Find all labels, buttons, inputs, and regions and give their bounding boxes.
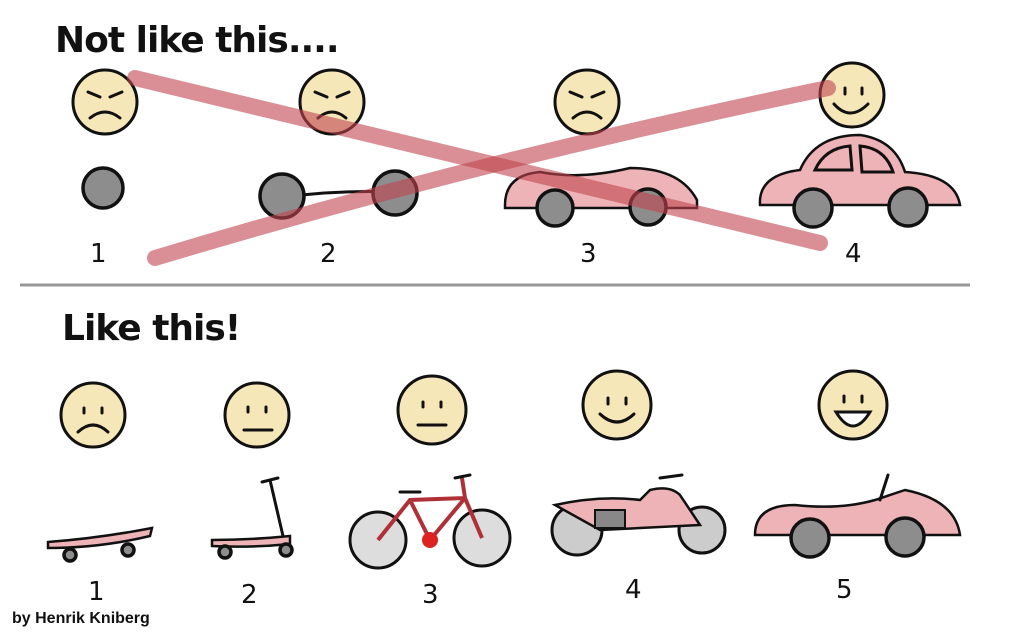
top-step-number: 2 — [320, 239, 337, 269]
author-credit: by Henrik Kniberg — [12, 610, 150, 627]
face-sad-1 — [59, 381, 127, 449]
bottom-step-number: 1 — [88, 577, 105, 607]
bicycle-object — [348, 473, 512, 570]
top-step-number: 3 — [580, 239, 597, 269]
face-big-smile-5 — [817, 369, 889, 441]
face-angry-1 — [71, 68, 139, 136]
motorcycle-object — [550, 473, 727, 557]
bottom-step-number: 3 — [422, 580, 439, 610]
bottom-step-number: 5 — [836, 575, 853, 605]
face-neutral-2 — [223, 381, 291, 449]
skateboard-object — [46, 526, 154, 563]
wheel-object — [81, 166, 125, 210]
bottom-step-number: 2 — [241, 580, 258, 610]
convertible-object — [753, 473, 962, 559]
top-step-number: 4 — [845, 239, 862, 269]
bottom-step-number: 4 — [625, 575, 642, 605]
face-smile-4 — [581, 369, 653, 441]
scooter-object — [210, 476, 294, 560]
top-step-number: 1 — [90, 239, 107, 269]
car-object — [758, 133, 962, 229]
face-angry-3 — [553, 68, 621, 136]
bottom-title: Like this! — [62, 308, 240, 349]
top-title: Not like this.... — [55, 20, 339, 61]
cross-line — [147, 80, 836, 266]
face-neutral-3 — [396, 374, 468, 446]
